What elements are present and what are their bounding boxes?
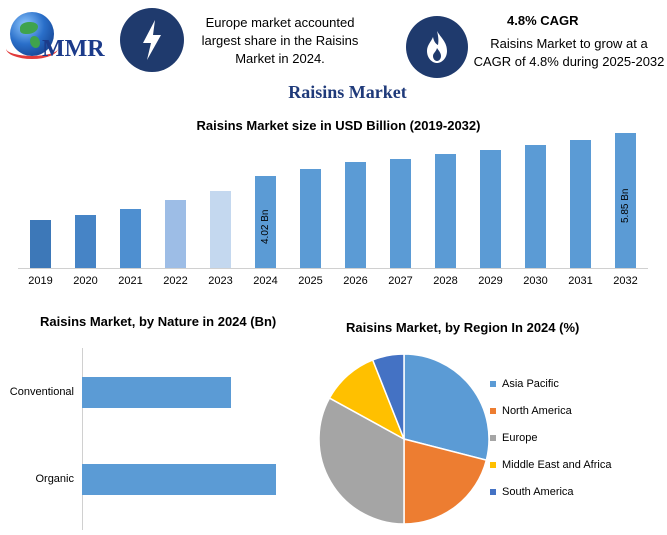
- page-title: Raisins Market: [288, 82, 407, 102]
- legend-item: Europe: [490, 431, 537, 445]
- legend-item: Asia Pacific: [490, 377, 559, 391]
- mmr-logo: MMR: [6, 10, 118, 70]
- logo-swoosh: [6, 38, 58, 59]
- x-tick-label: 2020: [73, 275, 98, 287]
- bar-2024: [255, 175, 276, 268]
- bar-2028: [435, 154, 456, 268]
- x-tick-label: 2027: [388, 275, 413, 287]
- legend-swatch: [490, 489, 496, 496]
- pie-slice-europe: [318, 397, 405, 525]
- info-cagr-text: Raisins Market to grow at a CAGR of 4.8%…: [473, 36, 665, 69]
- x-tick-label: 2019: [28, 275, 53, 287]
- x-tick-label: 2029: [478, 275, 503, 287]
- bar-2027: [390, 158, 411, 268]
- pie-slice-asia-pacific: [403, 353, 490, 462]
- bar-2020: [75, 215, 96, 268]
- x-tick-label: 2022: [163, 275, 188, 287]
- nature-chart-title: Raisins Market, by Nature in 2024 (Bn): [40, 314, 277, 329]
- category-label: Organic: [35, 473, 74, 485]
- legend-label: Europe: [502, 432, 538, 444]
- y-axis-line: [82, 348, 83, 530]
- bar-2026: [345, 162, 366, 268]
- legend-label: Middle East and Africa: [502, 459, 612, 471]
- bar-2029: [480, 149, 501, 268]
- bar-2032: [615, 133, 636, 268]
- info-europe-text: Europe market accounted largest share in…: [201, 15, 359, 66]
- region-chart-title: Raisins Market, by Region In 2024 (%): [346, 320, 580, 335]
- legend-swatch: [490, 408, 496, 415]
- x-tick-label: 2031: [568, 275, 593, 287]
- region-pie-chart: Asia Pacific North America Europe Middle Ea…: [300, 338, 667, 530]
- legend-item: South America: [490, 485, 574, 499]
- x-axis-line: [18, 268, 648, 269]
- bar-2030: [525, 144, 546, 268]
- legend-swatch: [490, 435, 496, 442]
- pie-slice-north-america: [403, 438, 488, 525]
- legend-item: North America: [490, 404, 572, 418]
- category-label: Conventional: [9, 386, 74, 398]
- bar-2021: [120, 209, 141, 268]
- data-label-2024: 4.02 Bn: [259, 209, 271, 244]
- x-tick-label: 2028: [433, 275, 458, 287]
- bar-organic: [82, 464, 276, 495]
- pie-svg: [318, 353, 490, 525]
- pie-slice-south-america: [371, 353, 405, 440]
- x-tick-label: 2026: [343, 275, 368, 287]
- x-tick-label: 2024: [253, 275, 278, 287]
- legend-label: North America: [502, 405, 572, 417]
- logo-text: MMR: [42, 36, 105, 62]
- x-tick-label: 2021: [118, 275, 143, 287]
- legend-label: Asia Pacific: [502, 378, 559, 390]
- legend-label: South America: [502, 486, 574, 498]
- x-tick-label: 2032: [613, 275, 638, 287]
- bar-2031: [570, 140, 591, 268]
- x-tick-label: 2023: [208, 275, 233, 287]
- legend-swatch: [490, 462, 496, 469]
- legend-item: Middle East and Africa: [490, 458, 611, 472]
- x-tick-label: 2030: [523, 275, 548, 287]
- x-tick-label: 2025: [298, 275, 323, 287]
- legend-swatch: [490, 381, 496, 388]
- bar-conventional: [82, 377, 232, 408]
- data-label-2032: 5.85 Bn: [619, 188, 631, 223]
- nature-bar-chart: Conventional Organic: [0, 340, 300, 530]
- bar-2019: [30, 219, 51, 268]
- bar-2023: [210, 190, 231, 268]
- bar-chart-title: Raisins Market size in USD Billion (2019…: [196, 118, 481, 133]
- bar-2022: [165, 200, 186, 268]
- lightning-icon: [120, 8, 184, 72]
- flame-icon: [406, 16, 468, 78]
- bar-2025: [300, 169, 321, 268]
- market-size-bar-chart: 2019 2020 2021 2022 2023 2024 4.02 Bn 2025 2026 2…: [18, 130, 648, 300]
- cagr-title: 4.8% CAGR: [507, 13, 579, 28]
